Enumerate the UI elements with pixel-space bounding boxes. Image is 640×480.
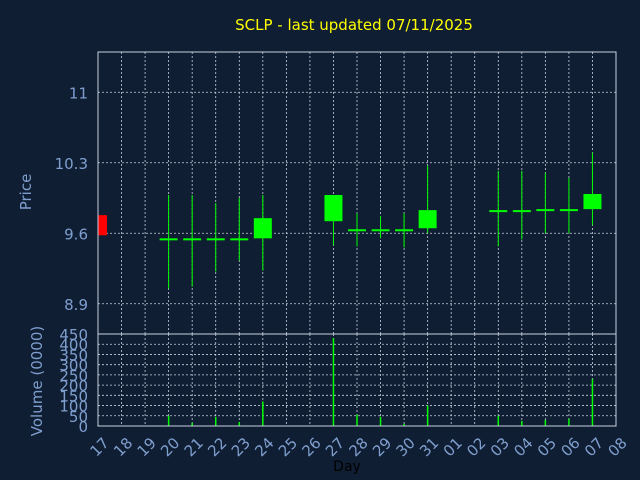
volume-bars	[97, 338, 594, 426]
volume-y-tick: 100	[59, 398, 88, 416]
volume-bar	[262, 401, 264, 426]
volume-bar	[497, 415, 500, 426]
volume-bar	[238, 421, 241, 426]
volume-axis-label: Volume (0000)	[28, 326, 46, 436]
volume-bar	[379, 416, 382, 426]
candle-body	[489, 210, 508, 213]
candle-body	[324, 195, 343, 222]
volume-y-tick: 250	[59, 367, 88, 385]
volume-bar	[332, 338, 335, 426]
candle-body	[395, 229, 414, 232]
volume-y-tick: 50	[69, 408, 88, 426]
chart-title: SCLP - last updated 07/11/2025	[235, 16, 473, 34]
candle-body	[418, 210, 437, 229]
x-axis-label: Day	[333, 459, 361, 475]
volume-y-tick: 350	[59, 346, 88, 364]
volume-y-tick: 450	[59, 326, 88, 344]
volume-bar	[521, 420, 523, 426]
candle-body	[253, 218, 272, 239]
volume-bar	[426, 405, 429, 426]
price-y-tick: 9.6	[64, 225, 88, 243]
price-y-tick: 11	[69, 84, 88, 102]
price-y-tick: 8.9	[64, 296, 88, 314]
price-y-tick: 10.3	[55, 155, 88, 173]
candle-body	[230, 238, 249, 241]
volume-bar	[356, 414, 358, 426]
volume-bar	[167, 415, 170, 426]
volume-bar	[403, 423, 405, 426]
candle-body	[98, 215, 107, 236]
candle-body	[348, 229, 366, 232]
volume-bar	[544, 419, 547, 426]
candle-body	[559, 209, 578, 212]
candle-body	[183, 238, 202, 241]
candle-body	[206, 238, 225, 241]
volume-bar	[568, 418, 570, 426]
candle-body	[159, 238, 178, 241]
volume-y-tick: 0	[78, 418, 88, 436]
volume-y-tick: 200	[59, 377, 88, 395]
volume-y-tick: 150	[59, 387, 88, 405]
volume-y-tick: 300	[59, 357, 88, 375]
price-y-tick-labels: 11 10.3 9.6 8.9	[55, 84, 88, 314]
candle-body	[536, 209, 555, 212]
volume-bar	[191, 422, 193, 426]
x-tick-labels: 1718192021222324252627282930310102030405…	[87, 434, 631, 460]
candle-body	[512, 210, 531, 213]
price-axis-label: Price	[17, 174, 35, 211]
volume-bar	[214, 416, 217, 426]
candle-body	[583, 194, 602, 210]
price-candles	[97, 152, 602, 289]
volume-y-tick: 400	[59, 336, 88, 354]
candle-body	[371, 229, 390, 232]
volume-plot-frame	[97, 333, 617, 427]
volume-bar	[591, 378, 594, 426]
